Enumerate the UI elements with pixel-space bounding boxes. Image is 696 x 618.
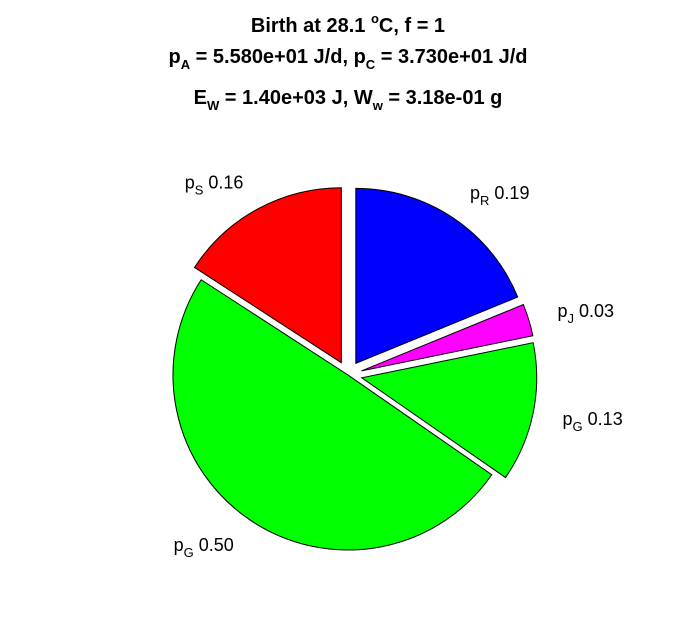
pie-labels: pR 0.19 pJ 0.03 pG 0.13 pG 0.50 pS 0.16 — [174, 173, 623, 561]
slice-label-2: pG 0.13 — [563, 409, 623, 434]
slice-label-3: pG 0.50 — [174, 535, 234, 560]
slice-label-1: pJ 0.03 — [558, 301, 615, 326]
title-line-1: Birth at 28.1 oC, f = 1 — [251, 11, 445, 37]
chart-title: Birth at 28.1 oC, f = 1 pA = 5.580e+01 J… — [168, 11, 527, 113]
pie-slice-pg-3 — [172, 279, 493, 551]
pie-slice-pg-2 — [360, 342, 538, 479]
title-line-2: pA = 5.580e+01 J/d, pC = 3.730e+01 J/d — [168, 46, 527, 72]
pie-slices — [172, 187, 538, 551]
slice-label-4: pS 0.16 — [185, 173, 244, 198]
pie-slice-pj-1 — [361, 303, 534, 372]
pie-slice-ps-4 — [193, 187, 342, 364]
pie-slice-pr-0 — [355, 187, 519, 365]
title-line-3: EW = 1.40e+03 J, Ww = 3.18e-01 g — [194, 87, 503, 113]
slice-label-0: pR 0.19 — [470, 183, 529, 208]
